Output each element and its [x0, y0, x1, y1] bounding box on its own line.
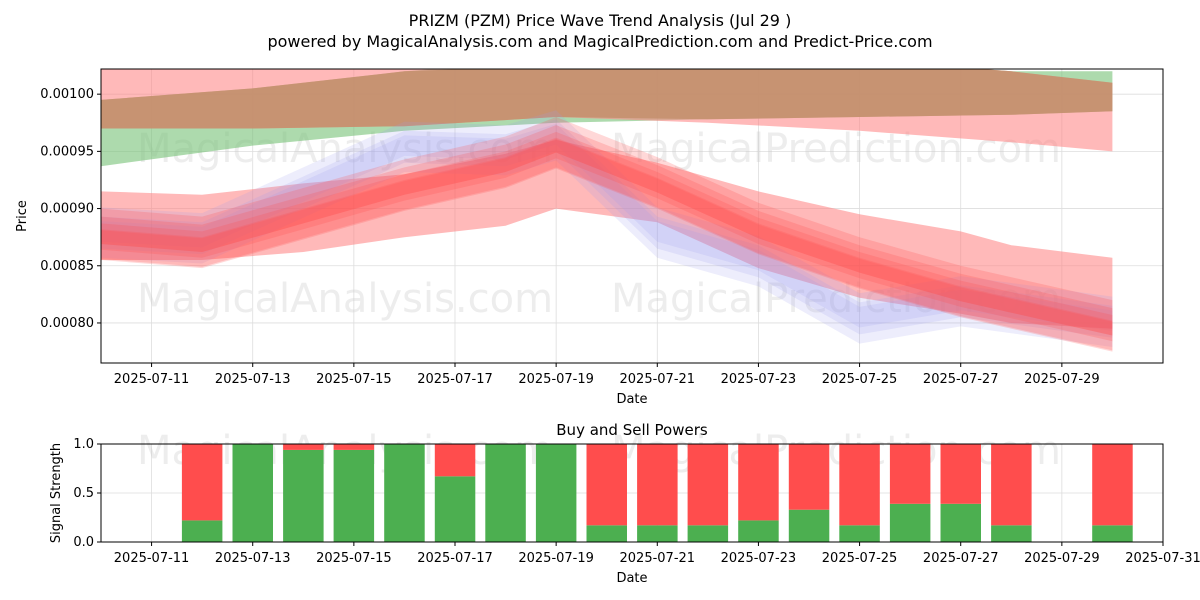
price-wave-blue-3 [101, 139, 1113, 347]
power-xtick-label: 2025-07-17 [417, 551, 493, 566]
sell-bar [991, 444, 1032, 526]
price-ytick-label: 0.00090 [40, 202, 94, 217]
sell-bar [637, 444, 678, 526]
buy-bar [1092, 525, 1133, 542]
price-frame [100, 68, 1164, 364]
buy-bar [434, 476, 476, 542]
price-xlabel: Date [616, 392, 647, 407]
power-xtick-label: 2025-07-15 [316, 551, 392, 566]
power-xtick-label: 2025-07-19 [518, 551, 594, 566]
power-ytick-label: 0.0 [73, 535, 94, 550]
price-xtick-label: 2025-07-19 [518, 372, 594, 387]
price-xtick-label: 2025-07-11 [114, 372, 190, 387]
figure-subtitle: powered by MagicalAnalysis.com and Magic… [267, 32, 932, 51]
price-xtick-label: 2025-07-23 [721, 372, 797, 387]
price-ytick-label: 0.00095 [40, 144, 94, 159]
buy-bar [738, 520, 779, 542]
sell-bar [687, 444, 729, 526]
price-xtick-label: 2025-07-25 [822, 372, 898, 387]
buy-bar [283, 449, 324, 542]
watermark-analysis-mid: MagicalAnalysis.com [137, 276, 553, 322]
buy-bar [384, 444, 425, 542]
power-ticks: 2025-07-11 2025-07-13 2025-07-15 2025-07-17… [73, 437, 1200, 566]
power-bars [181, 444, 1133, 542]
power-panel: Buy and Sell Powers MagicalAnalysis.com … [49, 421, 1200, 586]
price-xtick-label: 2025-07-29 [1024, 372, 1100, 387]
price-band-red-2 [101, 139, 1113, 329]
power-xlabel: Date [616, 571, 647, 586]
sell-bar [586, 444, 627, 526]
power-xtick-label: 2025-07-23 [721, 551, 797, 566]
price-ytick-label: 0.00100 [40, 87, 94, 102]
sell-bar [839, 444, 880, 526]
price-xtick-label: 2025-07-15 [316, 372, 392, 387]
buy-bar [889, 503, 931, 542]
buy-bar [485, 444, 526, 542]
power-title: Buy and Sell Powers [556, 421, 708, 439]
sell-bar [434, 444, 476, 477]
price-band-overlap [101, 69, 1113, 129]
sell-bar [181, 444, 223, 521]
figure-title: PRIZM (PZM) Price Wave Trend Analysis (J… [409, 11, 792, 30]
price-xtick-label: 2025-07-21 [620, 372, 696, 387]
power-ytick-label: 0.5 [73, 486, 94, 501]
price-wave-red-2 [101, 125, 1113, 336]
price-wave-blue-0 [101, 130, 1113, 338]
buy-bar [940, 503, 981, 542]
sell-bar [1092, 444, 1133, 526]
price-wave-blue-4 [101, 123, 1113, 332]
sell-bar [889, 444, 931, 504]
buy-bar [535, 444, 577, 542]
buy-bar [991, 525, 1032, 542]
sell-bar [283, 444, 324, 450]
price-xtick-label: 2025-07-27 [923, 372, 999, 387]
sell-bar [940, 444, 981, 504]
price-xtick-label: 2025-07-17 [417, 372, 493, 387]
price-wave-blue-1 [101, 119, 1113, 327]
sell-bar [788, 444, 830, 510]
buy-bar [333, 449, 375, 542]
power-xtick-label: 2025-07-21 [620, 551, 696, 566]
power-xtick-label: 2025-07-13 [215, 551, 291, 566]
buy-bar [788, 509, 830, 542]
power-xtick-label: 2025-07-29 [1024, 551, 1100, 566]
power-xtick-label: 2025-07-11 [114, 551, 190, 566]
price-ylabel: Price [15, 200, 30, 232]
buy-bar [181, 520, 223, 542]
power-ytick-label: 1.0 [73, 437, 94, 452]
watermark-prediction-bottom: MagicalPrediction.com [611, 428, 1061, 474]
buy-bar [687, 525, 729, 542]
price-wave-red-0 [101, 117, 1113, 351]
buy-bar [839, 525, 880, 542]
price-ytick-label: 0.00080 [40, 316, 94, 331]
price-ytick-label: 0.00085 [40, 259, 94, 274]
buy-bar [232, 444, 273, 542]
price-marks [101, 69, 1113, 352]
sell-bar [333, 444, 375, 450]
sell-bar [738, 444, 779, 521]
price-panel: MagicalAnalysis.com MagicalPrediction.co… [15, 68, 1164, 407]
price-wave-red-1 [101, 131, 1113, 352]
power-xtick-label: 2025-07-31 [1125, 551, 1200, 566]
price-xtick-label: 2025-07-13 [215, 372, 291, 387]
power-xtick-label: 2025-07-27 [923, 551, 999, 566]
buy-bar [586, 525, 627, 542]
price-ticks: 2025-07-11 2025-07-13 2025-07-15 2025-07-17… [40, 87, 1099, 387]
price-wave-blue-2 [101, 110, 1113, 318]
buy-bar [637, 525, 678, 542]
power-ylabel: Signal Strength [49, 443, 64, 543]
power-xtick-label: 2025-07-25 [822, 551, 898, 566]
